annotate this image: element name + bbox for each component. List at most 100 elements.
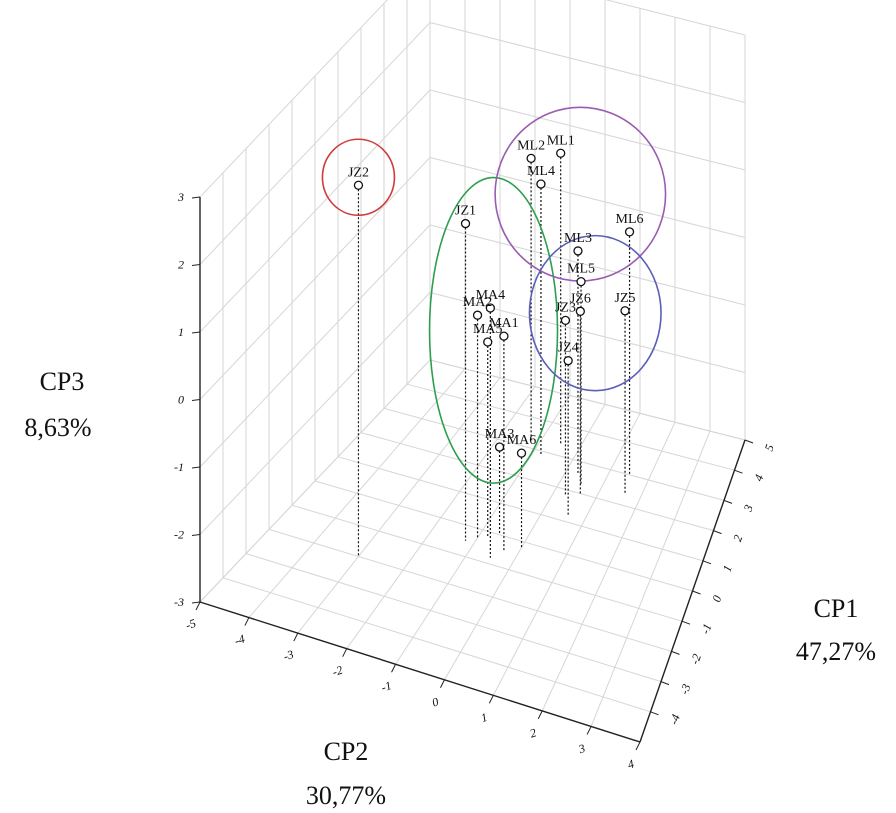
- floor-grid-line: [395, 395, 571, 665]
- floor-grid-line: [346, 386, 536, 649]
- x-tick-label: 0: [709, 593, 724, 603]
- z-tick-label: 1: [178, 325, 184, 339]
- y-tick-mark: [635, 741, 641, 751]
- data-point: [526, 153, 536, 164]
- x-tick-mark: [660, 681, 670, 686]
- data-point: [575, 306, 585, 316]
- data-point: [353, 180, 364, 190]
- data-point: [620, 306, 630, 316]
- data-point: [499, 331, 509, 341]
- floor-grid-line: [541, 422, 676, 712]
- z-tick-label: 2: [178, 258, 184, 272]
- data-point: [516, 448, 527, 458]
- floor-grid-line: [222, 577, 651, 713]
- floor-grid-line: [268, 528, 672, 652]
- z-tick-mark: [191, 466, 201, 469]
- floor-grid-line: [248, 368, 466, 618]
- z-tick-mark: [191, 264, 201, 266]
- back-wall-grid-line: [429, 292, 746, 373]
- floor-grid-line: [406, 383, 735, 471]
- point-label: JZ5: [615, 291, 636, 306]
- x-tick-label: 2: [730, 533, 745, 543]
- x-tick-label: -4: [666, 712, 683, 726]
- y-tick-label: -4: [233, 632, 247, 648]
- x-tick-mark: [692, 590, 701, 595]
- data-point: [563, 356, 573, 366]
- point-label: MA2: [463, 295, 493, 310]
- back-wall-grid-line: [429, 157, 746, 238]
- floor-grid-line: [337, 456, 704, 562]
- x-tick-mark: [702, 560, 712, 565]
- y-tick-mark: [293, 632, 299, 642]
- data-point: [560, 315, 571, 326]
- data-point: [556, 148, 566, 158]
- x-tick-mark: [650, 711, 659, 716]
- data-point: [494, 442, 505, 452]
- side-wall-grid-line: [199, 157, 431, 400]
- y-tick-mark: [244, 617, 250, 626]
- z-tick-label: -1: [174, 460, 184, 474]
- x-axis-percent: 47,27%: [796, 637, 876, 666]
- x-tick-mark: [671, 650, 680, 655]
- point-label: JZ1: [455, 204, 476, 219]
- data-point: [576, 276, 586, 287]
- back-wall-grid-line: [429, 89, 746, 171]
- y-tick-mark: [391, 663, 397, 673]
- floor-grid-line: [360, 432, 714, 532]
- back-wall-grid-line: [429, 22, 746, 103]
- point-label: JZ6: [570, 291, 591, 306]
- z-tick-mark: [191, 331, 201, 334]
- y-tick-label: 3: [576, 741, 587, 756]
- point-label: ML6: [616, 212, 644, 227]
- point-label: JZ4: [558, 341, 579, 356]
- x-tick-mark: [723, 499, 733, 504]
- x-tick-label: 4: [751, 473, 766, 483]
- group-ellipse: [528, 234, 662, 392]
- floor-grid-line: [314, 480, 693, 592]
- group-ellipse: [321, 138, 396, 217]
- z-tick-mark: [191, 399, 201, 401]
- z-tick-label: -2: [174, 528, 184, 542]
- point-label: MA3: [485, 427, 515, 442]
- axes: [191, 196, 754, 751]
- x-tick-label: -3: [677, 682, 694, 696]
- z-tick-mark: [191, 534, 201, 536]
- x-tick-mark: [713, 530, 722, 535]
- floor-grid-line: [245, 553, 662, 683]
- z-tick-label: 3: [177, 190, 184, 204]
- floor-grid-line: [297, 377, 501, 634]
- z-axis-percent: 8,63%: [24, 413, 91, 442]
- x-tick-label: 1: [720, 563, 735, 573]
- group-ellipse: [428, 176, 559, 484]
- data-point: [460, 218, 471, 229]
- floor-grid-line: [291, 504, 683, 622]
- x-tick-label: 5: [762, 442, 777, 452]
- point-label: JZ2: [348, 165, 369, 180]
- side-wall-grid-line: [199, 224, 431, 468]
- x-tick-label: -1: [698, 622, 715, 636]
- y-tick-label: -3: [282, 647, 296, 663]
- z-axis-title: CP3: [40, 367, 85, 396]
- data-point: [536, 179, 546, 189]
- y-tick-label: 0: [430, 694, 440, 709]
- x-tick-mark: [734, 469, 743, 474]
- y-axis-percent: 30,77%: [306, 781, 386, 810]
- floor-grid-line: [590, 430, 711, 727]
- x-tick-label: -2: [687, 652, 704, 666]
- point-label: MA5: [473, 322, 503, 337]
- y-tick-mark: [586, 726, 592, 735]
- z-tick-label: -3: [174, 595, 184, 609]
- data-point: [573, 246, 583, 256]
- side-wall-grid-line: [199, 22, 431, 265]
- z-tick-mark: [191, 196, 201, 199]
- side-wall-grid-line: [199, 0, 388, 198]
- grid: [199, 0, 746, 743]
- y-tick-label: -5: [184, 616, 198, 632]
- point-label: ML3: [564, 231, 592, 246]
- floor-grid-line: [492, 413, 641, 696]
- point-label: JZ3: [555, 300, 576, 315]
- floor-grid-line: [444, 404, 606, 681]
- x-axis-title: CP1: [814, 594, 859, 623]
- side-wall-grid-line: [199, 292, 431, 535]
